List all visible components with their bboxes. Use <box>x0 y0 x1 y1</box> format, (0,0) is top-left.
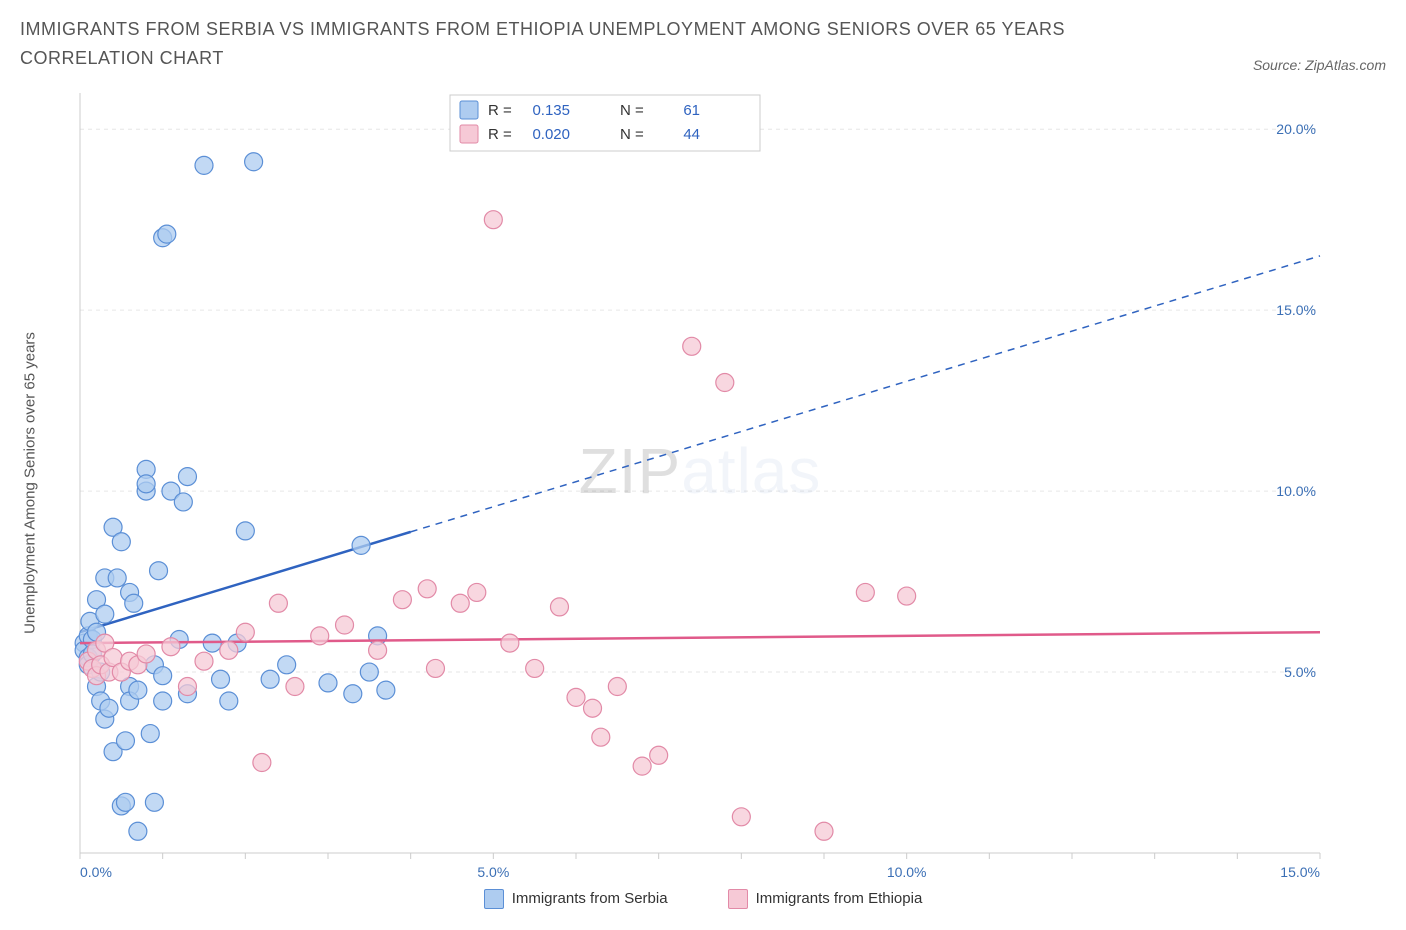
svg-text:44: 44 <box>683 126 700 143</box>
svg-text:15.0%: 15.0% <box>1276 302 1316 318</box>
header: IMMIGRANTS FROM SERBIA VS IMMIGRANTS FRO… <box>20 15 1386 73</box>
svg-text:0.020: 0.020 <box>532 126 570 143</box>
chart-container: Unemployment Among Seniors over 65 years… <box>20 83 1386 883</box>
source-name: ZipAtlas.com <box>1305 57 1386 73</box>
svg-text:0.135: 0.135 <box>532 102 570 119</box>
y-axis-label: Unemployment Among Seniors over 65 years <box>22 332 39 634</box>
svg-text:N =: N = <box>620 102 644 119</box>
svg-text:ZIPatlas: ZIPatlas <box>579 435 822 507</box>
svg-text:61: 61 <box>683 102 700 119</box>
legend-swatch <box>728 889 748 909</box>
svg-text:10.0%: 10.0% <box>887 864 927 880</box>
legend-swatch <box>484 889 504 909</box>
chart-title: IMMIGRANTS FROM SERBIA VS IMMIGRANTS FRO… <box>20 15 1170 73</box>
source-prefix: Source: <box>1253 57 1305 73</box>
source-attribution: Source: ZipAtlas.com <box>1253 57 1386 73</box>
svg-text:R =: R = <box>488 126 512 143</box>
legend-bottom: Immigrants from Serbia Immigrants from Et… <box>20 889 1386 909</box>
svg-text:N =: N = <box>620 126 644 143</box>
svg-text:10.0%: 10.0% <box>1276 483 1316 499</box>
legend-item: Immigrants from Ethiopia <box>728 889 923 909</box>
svg-text:R =: R = <box>488 102 512 119</box>
scatter-chart: 0.0% 5.0% 10.0% 15.0% 5.0% 10.0% 15.0% 20.0% ZIP… <box>20 83 1340 883</box>
svg-text:20.0%: 20.0% <box>1276 121 1316 137</box>
svg-text:0.0%: 0.0% <box>80 864 112 880</box>
svg-text:5.0%: 5.0% <box>477 864 509 880</box>
legend-label: Immigrants from Ethiopia <box>756 890 923 907</box>
legend-item: Immigrants from Serbia <box>484 889 668 909</box>
svg-text:5.0%: 5.0% <box>1284 664 1316 680</box>
svg-text:15.0%: 15.0% <box>1280 864 1320 880</box>
legend-label: Immigrants from Serbia <box>512 890 668 907</box>
